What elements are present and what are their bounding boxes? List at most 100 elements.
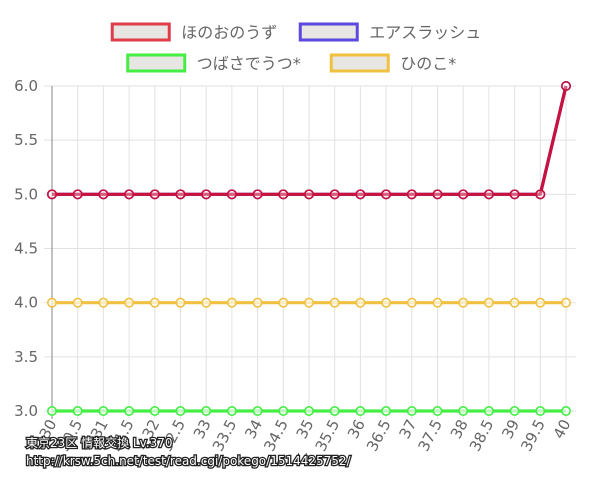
x-tick-label: 36	[344, 416, 369, 441]
series-point-0	[201, 189, 212, 200]
series-point-2	[278, 405, 289, 416]
legend-label-3: ひのこ*	[400, 54, 456, 73]
series-point-2	[201, 405, 212, 416]
grid	[44, 85, 576, 419]
series-point-0	[458, 189, 469, 200]
series-point-2	[46, 405, 57, 416]
x-tick-label: 40	[550, 416, 575, 441]
series-point-2	[458, 405, 469, 416]
series-point-3	[72, 297, 83, 308]
series-point-2	[98, 405, 109, 416]
x-tick-label: 39	[498, 416, 523, 441]
series-point-3	[432, 297, 443, 308]
series-point-0	[560, 81, 571, 92]
watermark-line-1: 東京23区 情報交換 Lv.370	[26, 435, 172, 450]
x-tick-label: 39.5	[517, 416, 549, 454]
x-tick-label: 38.5	[466, 416, 498, 454]
watermark-line-2: http://krsw.5ch.net/test/read.cgi/pokego…	[26, 454, 352, 468]
series-point-3	[175, 297, 186, 308]
series-point-0	[329, 189, 340, 200]
series-point-0	[381, 189, 392, 200]
series-point-2	[303, 405, 314, 416]
series-point-2	[355, 405, 366, 416]
series-point-0	[535, 189, 546, 200]
x-tick-label: 34.5	[260, 416, 292, 454]
series-point-2	[432, 405, 443, 416]
series-point-2	[149, 405, 160, 416]
series-point-3	[355, 297, 366, 308]
legend-swatch-0	[110, 22, 171, 42]
x-tick-label: 34	[241, 416, 266, 441]
series-point-3	[381, 297, 392, 308]
series-point-3	[509, 297, 520, 308]
series-point-0	[124, 189, 135, 200]
x-tick-label: 37	[395, 416, 420, 441]
series-point-3	[535, 297, 546, 308]
series-point-3	[278, 297, 289, 308]
series-point-0	[509, 189, 520, 200]
series-point-3	[560, 297, 571, 308]
series-point-2	[560, 405, 571, 416]
x-tick-label: 33	[190, 416, 215, 441]
series-point-3	[483, 297, 494, 308]
series-point-2	[483, 405, 494, 416]
series-point-3	[226, 297, 237, 308]
series-point-2	[124, 405, 135, 416]
series-point-2	[535, 405, 546, 416]
series-point-0	[98, 189, 109, 200]
series-point-0	[483, 189, 494, 200]
series-point-2	[381, 405, 392, 416]
legend-swatch-3	[329, 53, 390, 73]
legend-label-2: つばさでうつ*	[197, 54, 301, 73]
series-point-0	[149, 189, 160, 200]
series-point-0	[175, 189, 186, 200]
series-group	[46, 81, 571, 416]
series-point-3	[46, 297, 57, 308]
x-tick-label: 33.5	[209, 416, 241, 454]
series-point-3	[303, 297, 314, 308]
series-point-0	[72, 189, 83, 200]
series-point-0	[355, 189, 366, 200]
legend-label-0: ほのおのうず	[181, 23, 277, 42]
series-point-2	[72, 405, 83, 416]
series-point-0	[278, 189, 289, 200]
series-point-2	[175, 405, 186, 416]
series-point-2	[509, 405, 520, 416]
y-tick-label: 3.0	[14, 402, 38, 420]
x-tick-label: 38	[447, 416, 472, 441]
series-point-3	[98, 297, 109, 308]
series-point-2	[329, 405, 340, 416]
legend-swatch-1	[298, 22, 359, 42]
series-point-3	[329, 297, 340, 308]
series-point-0	[432, 189, 443, 200]
x-tick-label: 37.5	[414, 416, 446, 454]
series-point-3	[201, 297, 212, 308]
legend-swatch-2	[126, 53, 187, 73]
series-point-0	[303, 189, 314, 200]
series-line-0	[52, 85, 568, 196]
series-point-3	[149, 297, 160, 308]
series-point-0	[406, 189, 417, 200]
series-point-0	[226, 189, 237, 200]
x-tick-label: 35.5	[312, 416, 344, 454]
series-point-2	[226, 405, 237, 416]
series-point-3	[252, 297, 263, 308]
y-tick-label: 5.0	[14, 185, 38, 203]
series-point-2	[406, 405, 417, 416]
series-point-2	[252, 405, 263, 416]
series-point-0	[46, 189, 57, 200]
y-tick-label: 6.0	[14, 77, 38, 95]
y-tick-label: 4.0	[14, 294, 38, 312]
series-point-3	[406, 297, 417, 308]
y-tick-label: 5.5	[14, 131, 38, 149]
x-tick-label: 36.5	[363, 416, 395, 454]
series-point-3	[458, 297, 469, 308]
x-tick-label: 35	[293, 416, 318, 441]
series-point-0	[252, 189, 263, 200]
series-point-3	[124, 297, 135, 308]
watermark: 東京23区 情報交換 Lv.370 http://krsw.5ch.net/te…	[25, 434, 353, 470]
legend-label-1: エアスラッシュ	[369, 23, 481, 42]
